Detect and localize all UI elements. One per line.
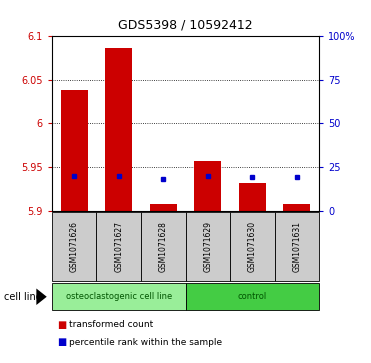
Bar [186,212,230,281]
Text: GSM1071630: GSM1071630 [248,221,257,272]
Text: GSM1071628: GSM1071628 [159,221,168,272]
Bar [105,48,132,211]
Bar [239,183,266,211]
Bar [283,204,310,211]
Bar [194,161,221,211]
Text: GDS5398 / 10592412: GDS5398 / 10592412 [118,18,253,31]
Text: osteoclastogenic cell line: osteoclastogenic cell line [66,292,172,301]
Text: GSM1071627: GSM1071627 [114,221,123,272]
Text: GSM1071631: GSM1071631 [292,221,301,272]
Text: control: control [238,292,267,301]
Bar [230,212,275,281]
Polygon shape [36,289,47,305]
Text: ■: ■ [58,320,67,330]
Bar [96,212,141,281]
Bar [150,204,177,211]
Text: cell line: cell line [4,292,42,302]
Text: transformed count: transformed count [69,321,153,329]
Bar [52,212,96,281]
Text: ■: ■ [58,337,67,347]
Bar [275,212,319,281]
Text: GSM1071629: GSM1071629 [203,221,212,272]
Bar [52,283,186,310]
Text: percentile rank within the sample: percentile rank within the sample [69,338,222,347]
Bar [61,90,88,211]
Bar [141,212,186,281]
Text: GSM1071626: GSM1071626 [70,221,79,272]
Bar [186,283,319,310]
